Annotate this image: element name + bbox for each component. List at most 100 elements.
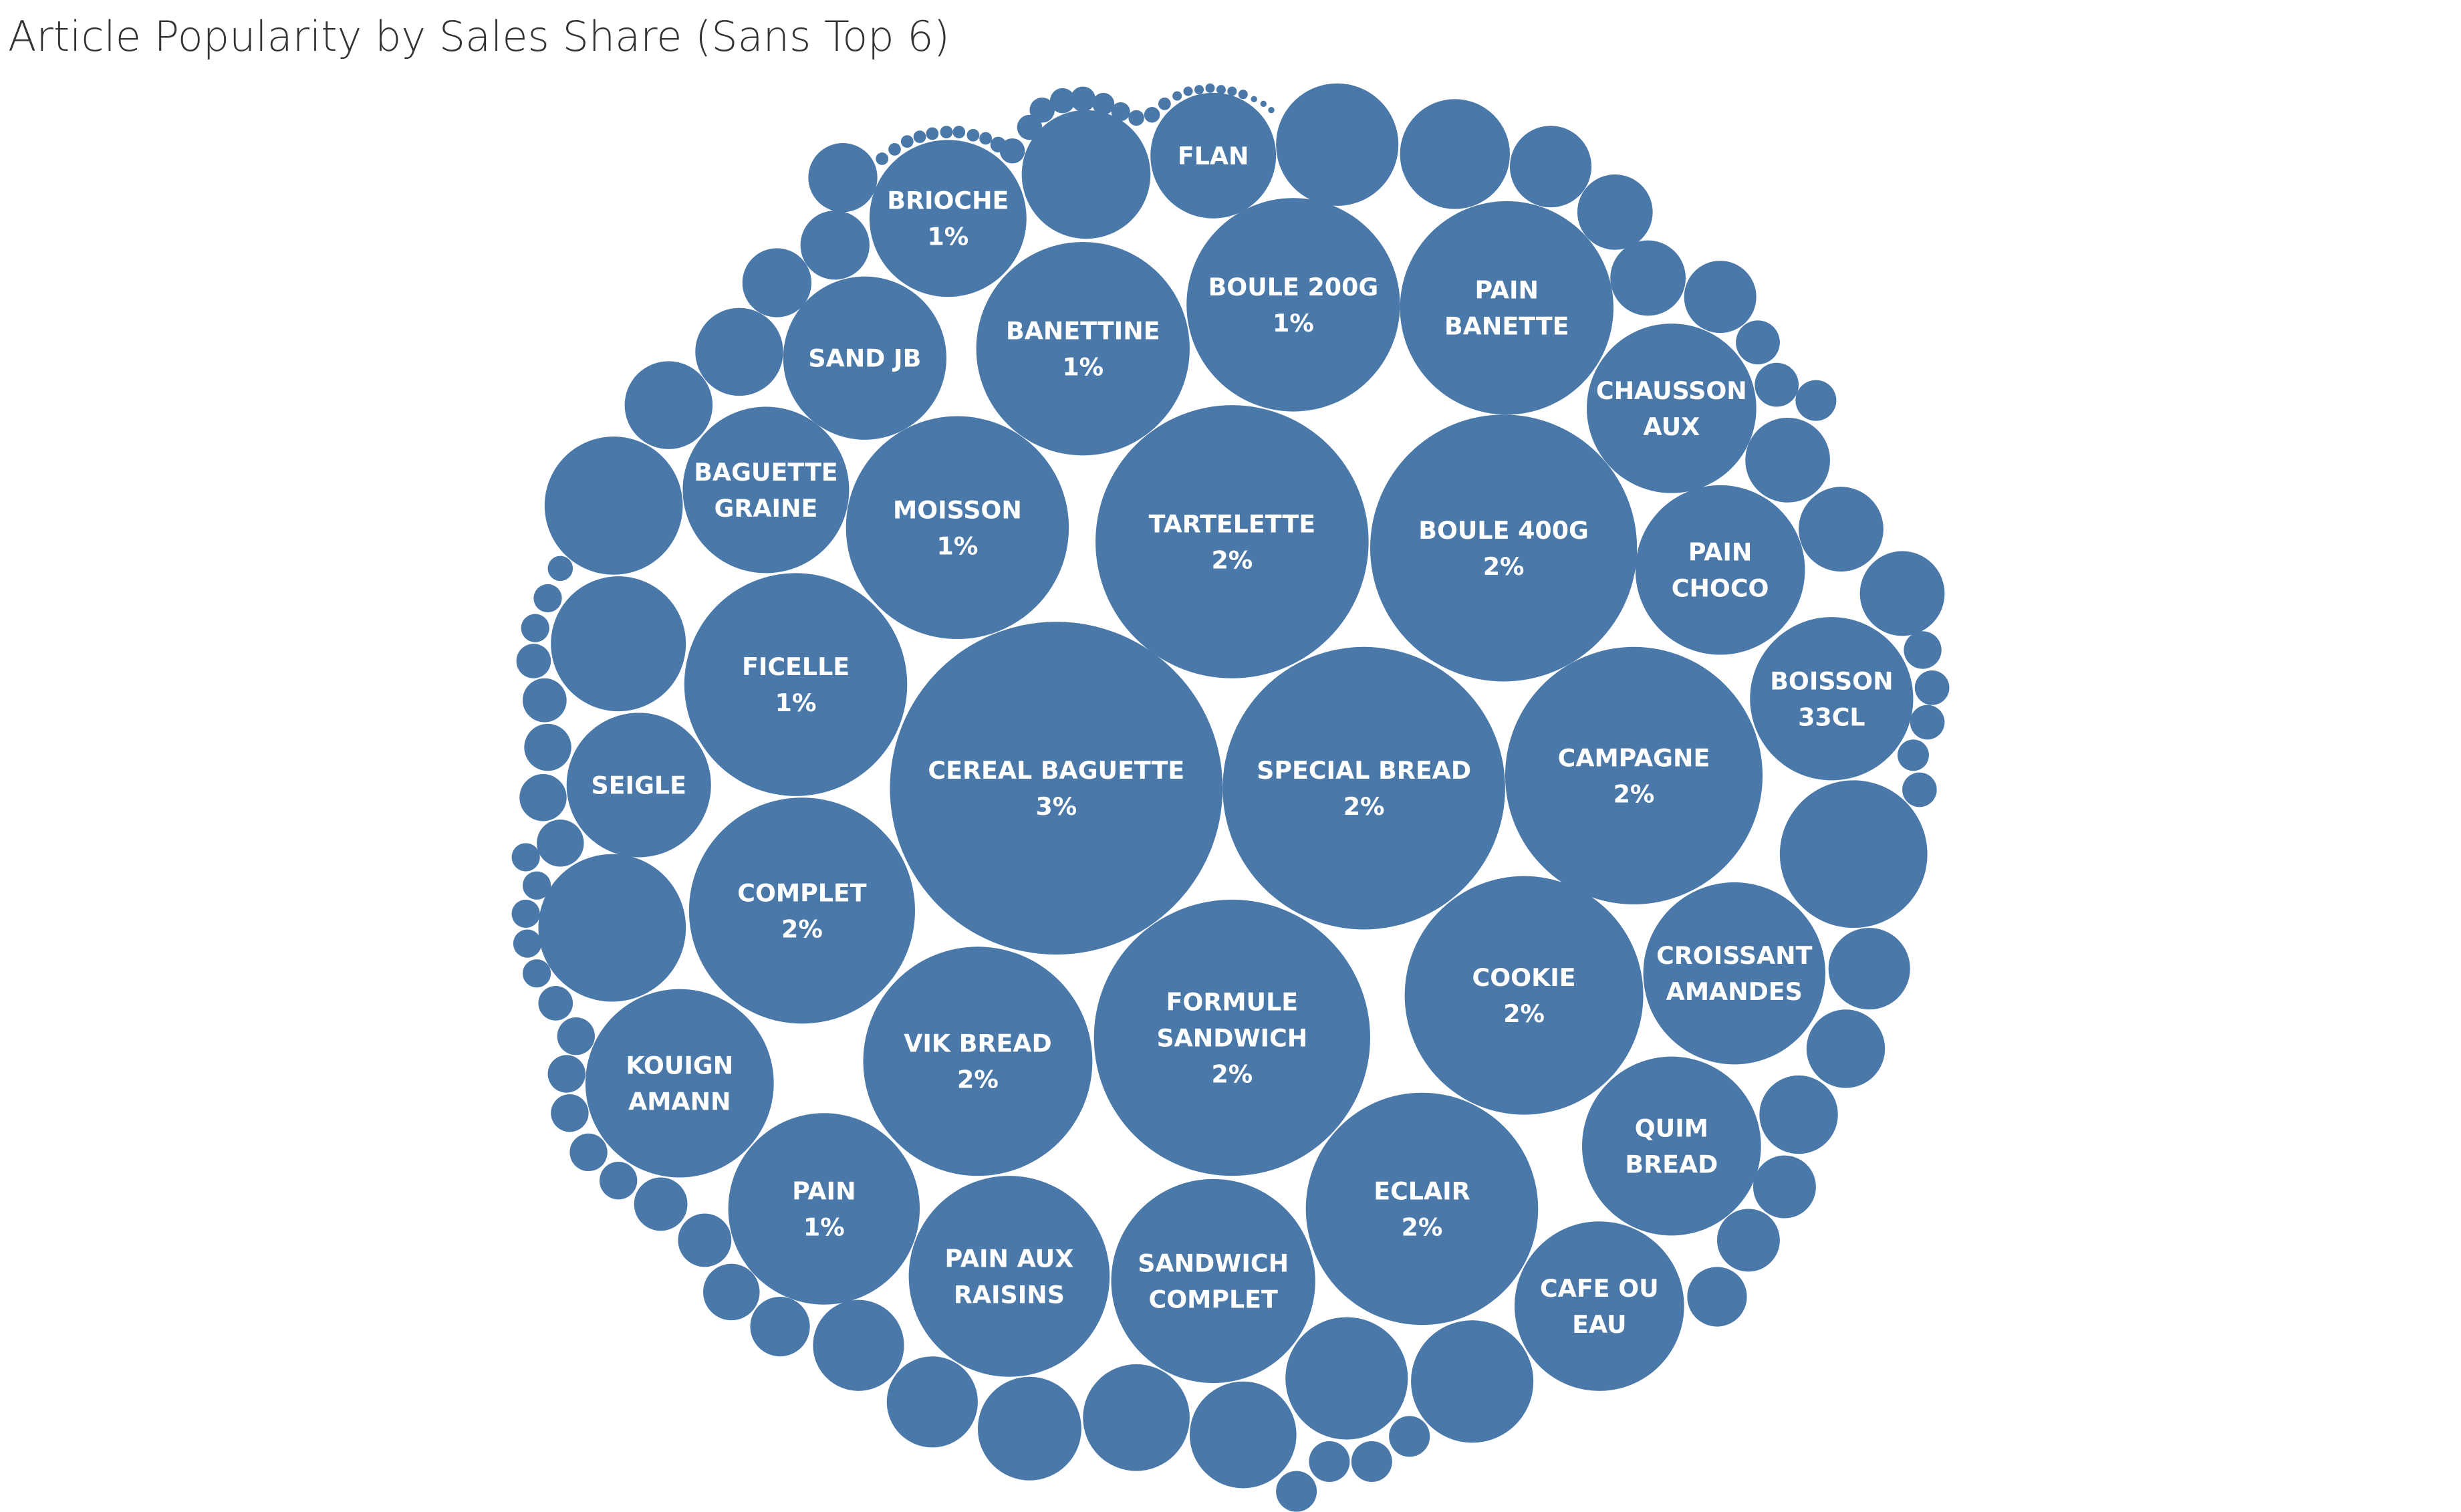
bubble-unlabeled[interactable]	[524, 723, 571, 771]
bubble-unlabeled[interactable]	[990, 136, 1007, 153]
bubble-seigle[interactable]	[566, 713, 711, 858]
bubble-unlabeled[interactable]	[569, 1133, 608, 1172]
bubble-unlabeled[interactable]	[1509, 126, 1592, 208]
bubble-unlabeled[interactable]	[533, 584, 562, 613]
bubble-brioche[interactable]	[869, 140, 1027, 297]
bubble-unlabeled[interactable]	[1111, 102, 1130, 122]
bubble-unlabeled[interactable]	[1049, 88, 1075, 114]
bubble-tartelette[interactable]	[1095, 405, 1369, 678]
bubble-banettine[interactable]	[976, 241, 1190, 456]
bubble-unlabeled[interactable]	[977, 1376, 1081, 1481]
bubble-unlabeled[interactable]	[1577, 174, 1653, 250]
bubble-croissant-amandes[interactable]	[1643, 882, 1825, 1065]
bubble-unlabeled[interactable]	[1238, 90, 1248, 100]
bubble-cafe-ou-eau[interactable]	[1515, 1221, 1684, 1391]
bubble-unlabeled[interactable]	[522, 959, 551, 988]
bubble-unlabeled[interactable]	[926, 127, 939, 140]
bubble-unlabeled[interactable]	[544, 436, 683, 575]
bubble-unlabeled[interactable]	[1755, 362, 1799, 407]
bubble-unlabeled[interactable]	[952, 126, 966, 138]
bubble-unlabeled[interactable]	[1716, 1209, 1780, 1272]
bubble-unlabeled[interactable]	[511, 843, 540, 872]
bubble-unlabeled[interactable]	[1389, 1416, 1430, 1457]
bubble-unlabeled[interactable]	[913, 130, 926, 144]
bubble-unlabeled[interactable]	[551, 1094, 589, 1132]
bubble-unlabeled[interactable]	[876, 152, 889, 165]
bubble-unlabeled[interactable]	[1904, 631, 1942, 669]
bubble-unlabeled[interactable]	[1070, 86, 1096, 112]
bubble-unlabeled[interactable]	[522, 871, 551, 900]
bubble-sand-jb[interactable]	[783, 276, 946, 440]
bubble-unlabeled[interactable]	[521, 614, 549, 642]
bubble-unlabeled[interactable]	[513, 929, 542, 958]
bubble-pain-banette[interactable]	[1400, 201, 1613, 415]
bubble-unlabeled[interactable]	[940, 126, 953, 138]
bubble-chausson-aux[interactable]	[1587, 324, 1757, 493]
bubble-unlabeled[interactable]	[1251, 96, 1257, 102]
bubble-unlabeled[interactable]	[1828, 928, 1910, 1010]
bubble-boule-200g[interactable]	[1186, 198, 1400, 412]
bubble-unlabeled[interactable]	[1309, 1440, 1350, 1483]
bubble-unlabeled[interactable]	[557, 1017, 595, 1055]
bubble-unlabeled[interactable]	[966, 128, 980, 142]
bubble-campagne[interactable]	[1505, 646, 1763, 904]
bubble-unlabeled[interactable]	[1144, 107, 1160, 123]
bubble-unlabeled[interactable]	[808, 143, 878, 213]
bubble-quim-bread[interactable]	[1582, 1056, 1761, 1236]
bubble-baguette-graine[interactable]	[682, 406, 850, 574]
bubble-unlabeled[interactable]	[678, 1213, 732, 1267]
bubble-unlabeled[interactable]	[1092, 92, 1115, 115]
bubble-kouign-amann[interactable]	[585, 989, 774, 1178]
bubble-unlabeled[interactable]	[750, 1296, 810, 1357]
bubble-unlabeled[interactable]	[522, 678, 567, 723]
bubble-flan[interactable]	[1150, 92, 1277, 219]
bubble-unlabeled[interactable]	[1194, 85, 1204, 95]
bubble-unlabeled[interactable]	[813, 1299, 904, 1391]
bubble-eclair[interactable]	[1305, 1092, 1539, 1326]
bubble-unlabeled[interactable]	[1684, 261, 1757, 334]
bubble-unlabeled[interactable]	[695, 307, 783, 396]
bubble-unlabeled[interactable]	[1745, 417, 1831, 503]
bubble-unlabeled[interactable]	[800, 210, 870, 280]
bubble-pain-aux-raisins[interactable]	[908, 1176, 1110, 1377]
bubble-unlabeled[interactable]	[979, 132, 993, 145]
bubble-unlabeled[interactable]	[1914, 670, 1950, 705]
bubble-complet[interactable]	[688, 797, 916, 1024]
bubble-unlabeled[interactable]	[1285, 1317, 1408, 1440]
bubble-unlabeled[interactable]	[1158, 97, 1171, 110]
bubble-unlabeled[interactable]	[742, 248, 812, 318]
bubble-boisson-33cl[interactable]	[1750, 617, 1914, 781]
bubble-unlabeled[interactable]	[624, 361, 713, 449]
bubble-unlabeled[interactable]	[1902, 772, 1937, 807]
bubble-unlabeled[interactable]	[1736, 320, 1780, 365]
bubble-unlabeled[interactable]	[1183, 86, 1193, 96]
bubble-unlabeled[interactable]	[1172, 91, 1182, 101]
bubble-unlabeled[interactable]	[703, 1263, 760, 1321]
bubble-unlabeled[interactable]	[1083, 1364, 1190, 1471]
bubble-unlabeled[interactable]	[547, 555, 573, 582]
bubble-unlabeled[interactable]	[1897, 739, 1929, 771]
bubble-unlabeled[interactable]	[1795, 380, 1837, 421]
bubble-unlabeled[interactable]	[1189, 1381, 1297, 1489]
bubble-unlabeled[interactable]	[1029, 97, 1055, 123]
bubble-unlabeled[interactable]	[1216, 85, 1226, 95]
bubble-unlabeled[interactable]	[600, 1162, 638, 1200]
bubble-unlabeled[interactable]	[538, 986, 573, 1021]
bubble-unlabeled[interactable]	[1610, 240, 1686, 316]
bubble-unlabeled[interactable]	[516, 644, 551, 678]
bubble-cereal-baguette[interactable]	[890, 622, 1223, 955]
bubble-unlabeled[interactable]	[1687, 1267, 1747, 1327]
bubble-sandwich-complet[interactable]	[1111, 1178, 1315, 1384]
bubble-unlabeled[interactable]	[537, 820, 584, 867]
bubble-unlabeled[interactable]	[1753, 1155, 1816, 1219]
bubble-pain[interactable]	[728, 1113, 920, 1305]
bubble-unlabeled[interactable]	[1260, 100, 1267, 108]
bubble-unlabeled[interactable]	[900, 135, 914, 148]
bubble-unlabeled[interactable]	[1268, 107, 1275, 114]
bubble-unlabeled[interactable]	[1779, 780, 1928, 928]
bubble-unlabeled[interactable]	[1351, 1440, 1392, 1483]
bubble-unlabeled[interactable]	[1806, 1009, 1886, 1088]
bubble-formule-sandwich[interactable]	[1093, 899, 1370, 1176]
bubble-unlabeled[interactable]	[1400, 99, 1510, 209]
bubble-unlabeled[interactable]	[1276, 1471, 1317, 1512]
